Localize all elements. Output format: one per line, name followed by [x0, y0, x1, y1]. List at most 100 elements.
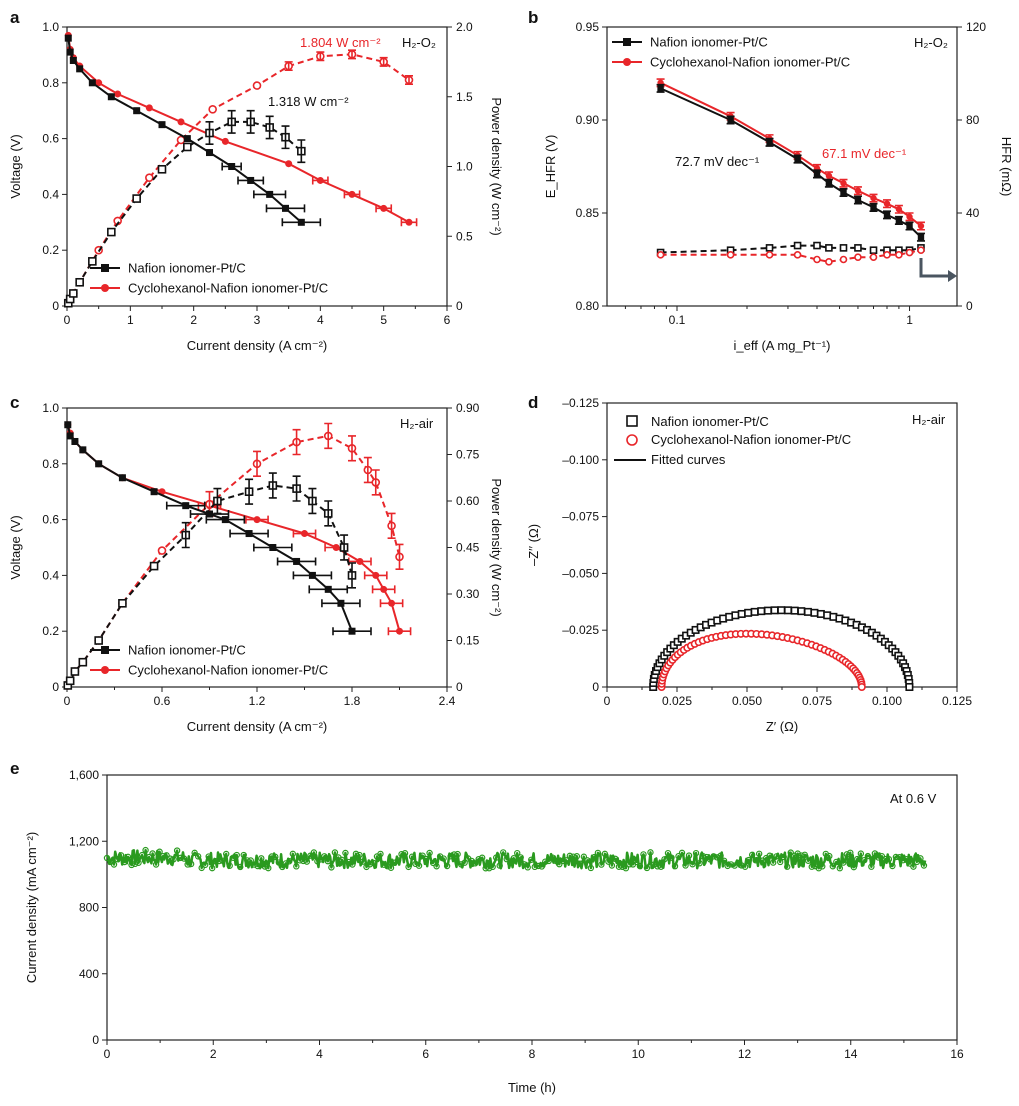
nafion-impedance-point [750, 607, 759, 616]
x-axis-label: Z′ (Ω) [766, 719, 798, 734]
current-density-point [163, 852, 170, 859]
x-tick-label: 6 [444, 313, 451, 327]
current-density-point [917, 855, 924, 862]
nafion-voltage-point [150, 488, 158, 496]
current-density-point [443, 862, 451, 870]
y-error-bar [253, 450, 261, 477]
current-density-point [815, 865, 822, 872]
annotation-slope-black: 72.7 mV dec⁻¹ [675, 154, 760, 169]
current-density-point [875, 854, 882, 861]
annotation-slope-red: 67.1 mV dec⁻¹ [822, 146, 907, 161]
current-density-point [542, 858, 549, 865]
current-density-point [524, 864, 531, 871]
current-density-point [868, 863, 875, 870]
current-density-point [429, 859, 437, 867]
nafion-voltage-point [88, 79, 96, 87]
nafion-impedance-point [737, 609, 746, 618]
x-error-bar [253, 190, 287, 199]
y-axis-label: E_HFR (V) [543, 135, 558, 199]
y-tick-label: 0.2 [42, 624, 59, 638]
cyclohexanol-voltage-point [177, 118, 185, 126]
x-error-bar [292, 529, 317, 538]
nafion-voltage-point [183, 135, 191, 143]
current-density-point [685, 852, 693, 859]
y2-tick-label: 120 [966, 20, 986, 34]
current-density-point [833, 858, 840, 866]
y2-tick-label: 2.0 [456, 20, 473, 34]
current-density-point [605, 858, 612, 865]
x-error-bar [237, 176, 265, 185]
y-tick-label: 1,600 [69, 768, 99, 782]
current-density-point [528, 856, 535, 863]
y-error-bar [324, 422, 333, 450]
nafion-impedance-point [770, 606, 779, 615]
current-density-point [601, 850, 609, 858]
y-error-bar [246, 109, 255, 134]
y2-tick-label: 0.60 [456, 494, 480, 508]
y-error-bar [348, 435, 356, 462]
current-density-point [710, 853, 717, 860]
current-density-point [580, 853, 588, 860]
cyclohexanol-hfr-point [726, 251, 735, 259]
y-tick-label: 800 [79, 901, 99, 915]
x-tick-label: 0.125 [942, 694, 972, 708]
current-density-point [643, 864, 651, 872]
current-density-point [307, 852, 314, 859]
current-density-point [254, 862, 261, 870]
x-tick-label: 0.100 [872, 694, 902, 708]
current-density-point [300, 857, 307, 865]
current-density-point [766, 852, 773, 859]
cyclohexanol-power-point [252, 81, 262, 90]
current-density-point [173, 847, 181, 854]
current-density-point [819, 863, 826, 870]
current-density-point [384, 863, 391, 870]
current-density-point [566, 852, 574, 860]
current-density-point [180, 855, 188, 862]
current-density-point [233, 851, 240, 859]
current-density-point [338, 856, 346, 864]
x-tick-label: 4 [317, 313, 324, 327]
plot-frame [106, 774, 958, 1041]
x-error-bar [343, 190, 361, 199]
current-density-point [293, 863, 300, 870]
arrow-head-icon [948, 270, 957, 282]
nafion-impedance-point [784, 606, 793, 615]
cyclohexanol-power-point [145, 173, 154, 182]
x-error-bar [375, 204, 393, 213]
x-tick-label: 0 [64, 313, 71, 327]
plot-frame [606, 26, 958, 307]
current-density-point [401, 850, 409, 857]
current-density-point [366, 861, 374, 868]
current-density-point [356, 851, 363, 859]
x-error-bar [281, 218, 322, 227]
y-error-bar [793, 154, 802, 164]
current-density-point [556, 860, 563, 868]
y-error-bar [181, 521, 190, 549]
current-density-point [689, 861, 696, 868]
x-error-bar [332, 627, 372, 636]
current-density-point [920, 862, 928, 869]
condition-label: At 0.6 V [890, 791, 937, 806]
current-density-point [619, 863, 626, 871]
x-tick-label: 0.050 [732, 694, 762, 708]
nafion-power-point [70, 667, 80, 676]
cyclohexanol-voltage-point [95, 79, 103, 87]
y-error-bar [348, 49, 356, 60]
nafion-impedance-point [757, 607, 766, 616]
y-error-bar [905, 212, 914, 222]
cyclohexanol-hfr-point [905, 248, 914, 257]
y-error-bar [883, 199, 891, 209]
current-density-point [724, 862, 731, 870]
x-tick-label: 0.6 [154, 694, 171, 708]
current-density-point [840, 859, 847, 866]
current-density-point [191, 849, 198, 857]
nafion-power-point [157, 164, 167, 174]
current-density-point [408, 853, 416, 860]
current-density-point [152, 861, 160, 868]
y-error-bar [268, 472, 277, 499]
y-error-bar [340, 534, 349, 561]
current-density-point [654, 863, 661, 870]
current-density-point [696, 860, 703, 867]
y-error-bar [853, 186, 862, 196]
x-error-bar [379, 599, 404, 608]
